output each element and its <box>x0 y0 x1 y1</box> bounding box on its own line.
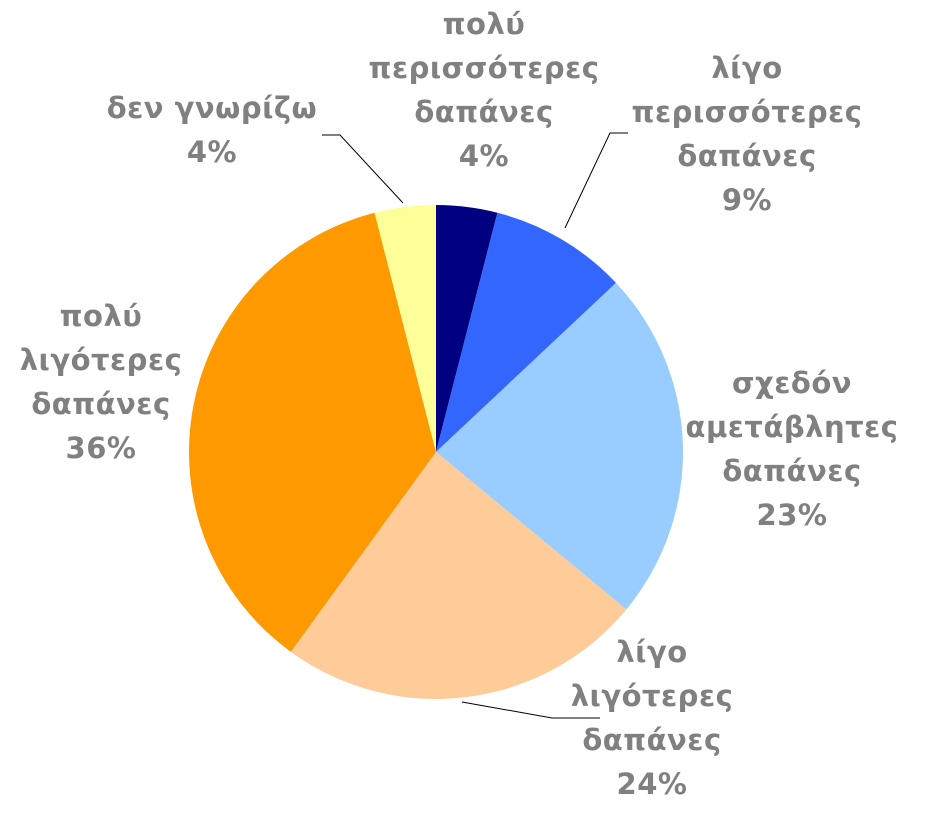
leader-line-2 <box>564 132 628 229</box>
slice-label-3: σχεδόν αμετάβλητες δαπάνες 23% <box>686 366 899 532</box>
slice-label-1: πολύ περισσότερες δαπάνες 4% <box>369 7 600 173</box>
slice-label-line: δεν γνωρίζω <box>107 91 318 125</box>
slice-label-line: δαπάνες <box>677 139 816 173</box>
slice-value-1: 4% <box>459 139 509 173</box>
pie-slice-6 <box>374 205 436 452</box>
slice-label-line: σχεδόν <box>732 366 852 400</box>
slice-value-4: 24% <box>617 767 688 801</box>
slice-value-6: 4% <box>187 135 237 169</box>
slices-layer <box>188 204 684 700</box>
slice-label-line: λίγο <box>711 51 782 85</box>
slice-label-line: δαπάνες <box>414 95 553 129</box>
slice-value-2: 9% <box>722 183 772 217</box>
slice-label-line: αμετάβλητες <box>686 410 899 444</box>
pie-slice-3 <box>436 282 684 610</box>
slice-value-5: 36% <box>66 431 137 465</box>
slice-value-3: 23% <box>757 498 828 532</box>
slice-label-6: δεν γνωρίζω 4% <box>107 91 318 169</box>
slice-label-line: λιγότερες <box>20 343 183 377</box>
slice-label-line: λιγότερες <box>571 679 734 713</box>
slice-label-line: δαπάνες <box>722 454 861 488</box>
labels-layer: πολύ περισσότερες δαπάνες 4% λίγο περισσότερε… <box>20 7 899 801</box>
pie-slice-5 <box>188 212 436 652</box>
leader-line-6 <box>322 134 404 204</box>
slice-label-line: πολύ <box>443 7 526 41</box>
pie-slice-2 <box>436 212 617 452</box>
pie-slice-4 <box>290 452 627 700</box>
slice-label-2: λίγο περισσότερες δαπάνες 9% <box>632 51 863 217</box>
slice-label-line: περισσότερες <box>632 95 863 129</box>
slice-label-line: δαπάνες <box>31 387 170 421</box>
leader-lines-layer <box>322 132 628 719</box>
slice-label-line: δαπάνες <box>582 723 721 757</box>
slice-label-line: πολύ <box>60 299 143 333</box>
pie-slice-1 <box>436 204 498 452</box>
slice-label-5: πολύ λιγότερες δαπάνες 36% <box>20 299 183 465</box>
slice-label-line: λίγο <box>616 635 687 669</box>
slice-label-4: λίγο λιγότερες δαπάνες 24% <box>571 635 734 801</box>
leader-line-4 <box>461 701 600 719</box>
slice-label-line: περισσότερες <box>369 51 600 85</box>
